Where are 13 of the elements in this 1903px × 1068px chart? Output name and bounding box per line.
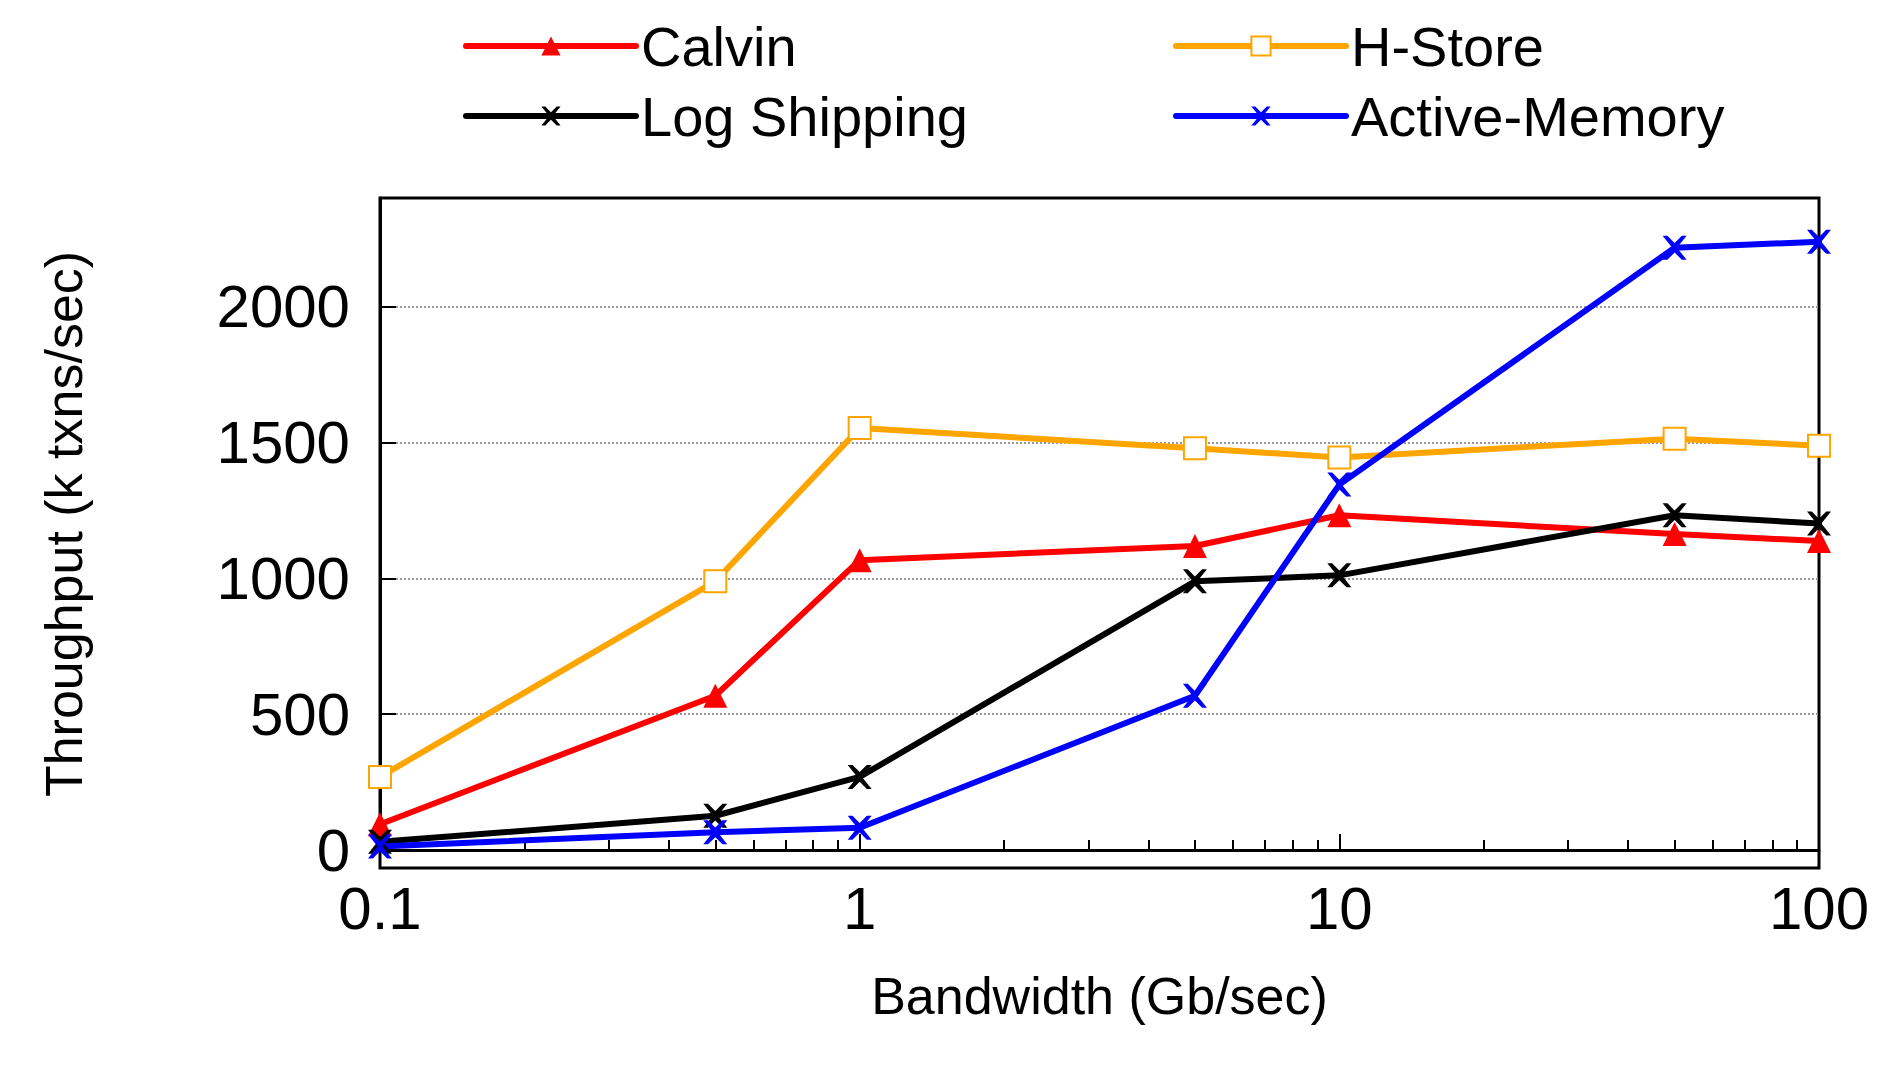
legend-label: H-Store (1351, 14, 1544, 78)
y-tick-label: 1000 (216, 544, 350, 612)
x-tick-label: 100 (1768, 874, 1870, 942)
legend-label: Active-Memory (1351, 84, 1725, 148)
x-axis-title: Bandwidth (Gb/sec) (871, 967, 1328, 1025)
y-tick-label: 2000 (216, 273, 350, 341)
y-tick-label: 1500 (216, 409, 350, 476)
legend-label: Calvin (641, 14, 797, 78)
y-tick-label: 500 (249, 680, 350, 748)
y-axis-title: Throughput (k txns/sec) (35, 250, 93, 798)
x-tick-label: 1 (842, 874, 877, 942)
x-tick-label: 10 (1305, 874, 1373, 942)
legend-label: Log Shipping (641, 84, 968, 148)
